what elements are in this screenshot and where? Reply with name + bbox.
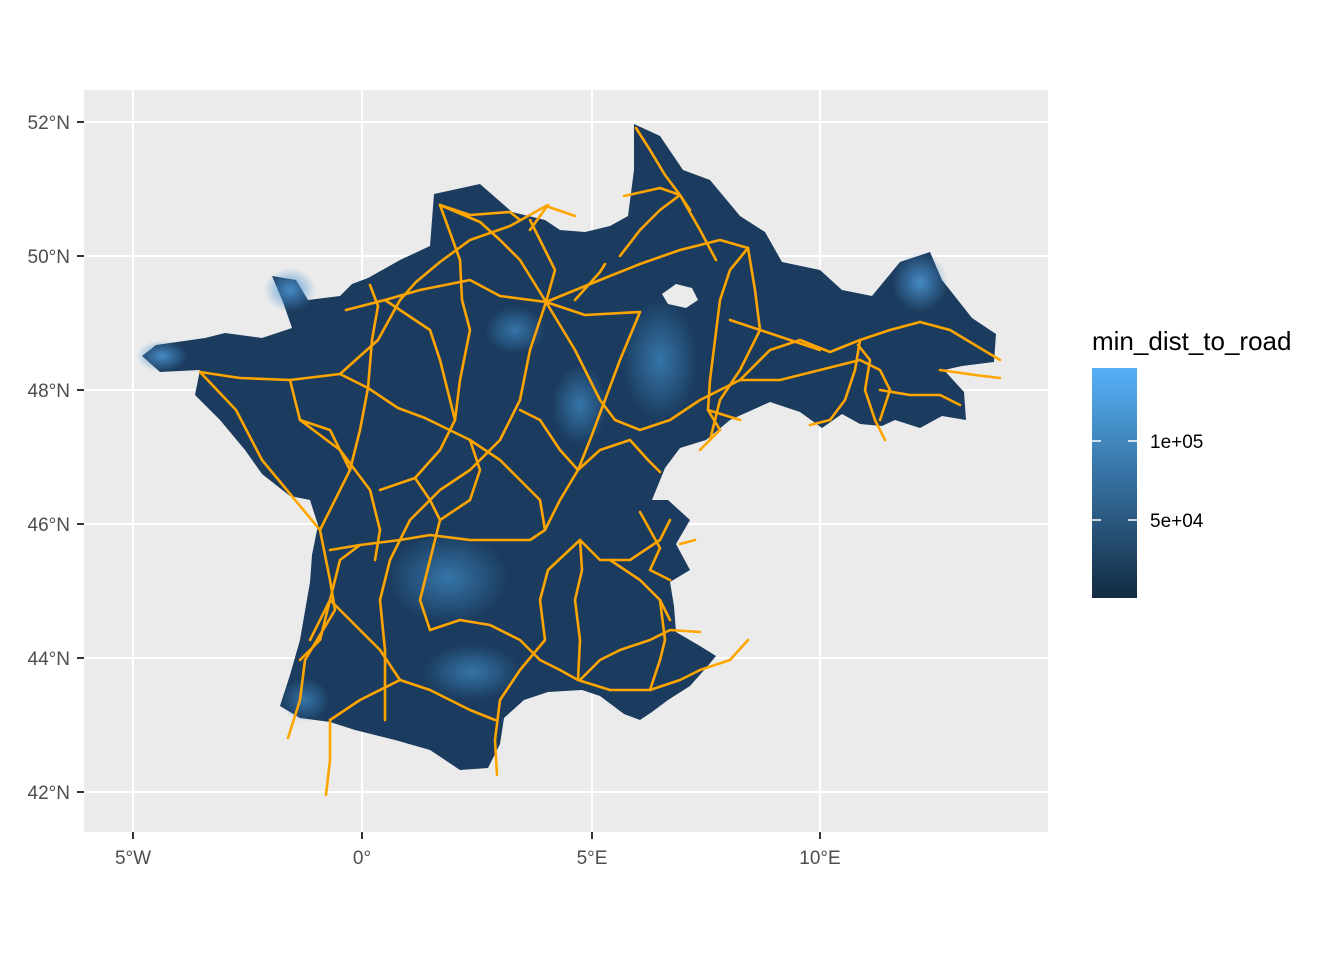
- far-area-finistere: [136, 340, 188, 372]
- far-area-central: [388, 533, 508, 623]
- y-tick-label: 42°N: [28, 783, 70, 804]
- road-13: [528, 218, 557, 304]
- road-46: [298, 598, 332, 662]
- x-axis-labels: 5°W 0° 5°E 10°E: [115, 848, 841, 869]
- road-37: [918, 320, 1002, 362]
- road-26: [608, 558, 672, 622]
- road-9: [378, 300, 548, 722]
- far-area-paris-basin: [485, 306, 545, 354]
- road-3: [288, 378, 382, 562]
- road-48: [498, 458, 547, 532]
- road-2: [198, 370, 337, 740]
- road-35: [738, 358, 892, 422]
- road-41: [544, 204, 577, 218]
- road-44: [573, 262, 607, 302]
- road-40: [728, 318, 822, 352]
- y-tick-label: 50°N: [28, 247, 70, 268]
- road-30: [622, 186, 692, 212]
- road-49: [383, 298, 457, 422]
- x-tick-label: 5°E: [577, 848, 608, 869]
- road-15: [518, 310, 642, 472]
- road-51: [438, 438, 482, 522]
- road-50: [298, 418, 352, 472]
- road-10: [544, 300, 702, 432]
- y-axis-labels: 42°N 44°N 46°N 48°N 50°N 52°N: [28, 113, 70, 804]
- road-12: [544, 300, 642, 317]
- road-5: [338, 204, 548, 376]
- road-27: [638, 510, 672, 582]
- road-53: [706, 408, 722, 442]
- road-34: [698, 320, 922, 402]
- road-22: [328, 678, 497, 722]
- road-54: [856, 343, 887, 442]
- land-raster: [142, 124, 996, 770]
- far-area-northeast: [892, 252, 948, 312]
- road-16: [576, 438, 662, 474]
- axis-ticks: [77, 121, 821, 839]
- lake-hole: [662, 284, 698, 308]
- y-tick-label: 52°N: [28, 113, 70, 134]
- legend-colorbar: [1092, 368, 1137, 598]
- y-tick-label: 46°N: [28, 515, 70, 536]
- road-4: [318, 386, 370, 532]
- far-area-languedoc: [424, 644, 520, 700]
- road-42: [528, 203, 550, 232]
- far-area-burgundy: [552, 365, 608, 445]
- road-24: [328, 598, 402, 682]
- road-8: [438, 203, 548, 304]
- road-28: [678, 538, 697, 546]
- legend-label: 1e+05: [1150, 432, 1203, 453]
- far-area-southwest: [281, 678, 329, 722]
- road-43: [438, 203, 522, 222]
- road-6: [366, 283, 380, 390]
- x-tick-label: 0°: [353, 848, 371, 869]
- y-tick-label: 44°N: [28, 649, 70, 670]
- road-19: [578, 518, 672, 562]
- road-45: [324, 718, 332, 797]
- road-31: [618, 193, 682, 258]
- road-29: [634, 126, 718, 262]
- road-52: [648, 598, 667, 692]
- road-17: [328, 468, 580, 552]
- road-21: [428, 618, 750, 692]
- legend-ticks: [1092, 440, 1137, 521]
- far-area-champagne: [622, 300, 698, 420]
- road-23: [308, 543, 362, 642]
- road-14: [344, 278, 548, 312]
- legend-label: 5e+04: [1150, 511, 1204, 532]
- road-25: [578, 628, 702, 682]
- far-area-brittany: [264, 268, 316, 312]
- road-network: [198, 126, 1002, 797]
- road-38: [938, 368, 1002, 380]
- legend-title: min_dist_to_road: [1092, 326, 1291, 356]
- y-tick-label: 48°N: [28, 381, 70, 402]
- x-tick-label: 10°E: [799, 848, 840, 869]
- road-36: [808, 338, 862, 427]
- legend: min_dist_to_road 1e+05 5e+04: [1092, 326, 1291, 598]
- road-20: [493, 538, 582, 777]
- x-tick-label: 5°W: [115, 848, 151, 869]
- road-39: [878, 388, 962, 407]
- road-18: [573, 538, 584, 682]
- road-7: [378, 203, 472, 492]
- road-47: [413, 476, 442, 632]
